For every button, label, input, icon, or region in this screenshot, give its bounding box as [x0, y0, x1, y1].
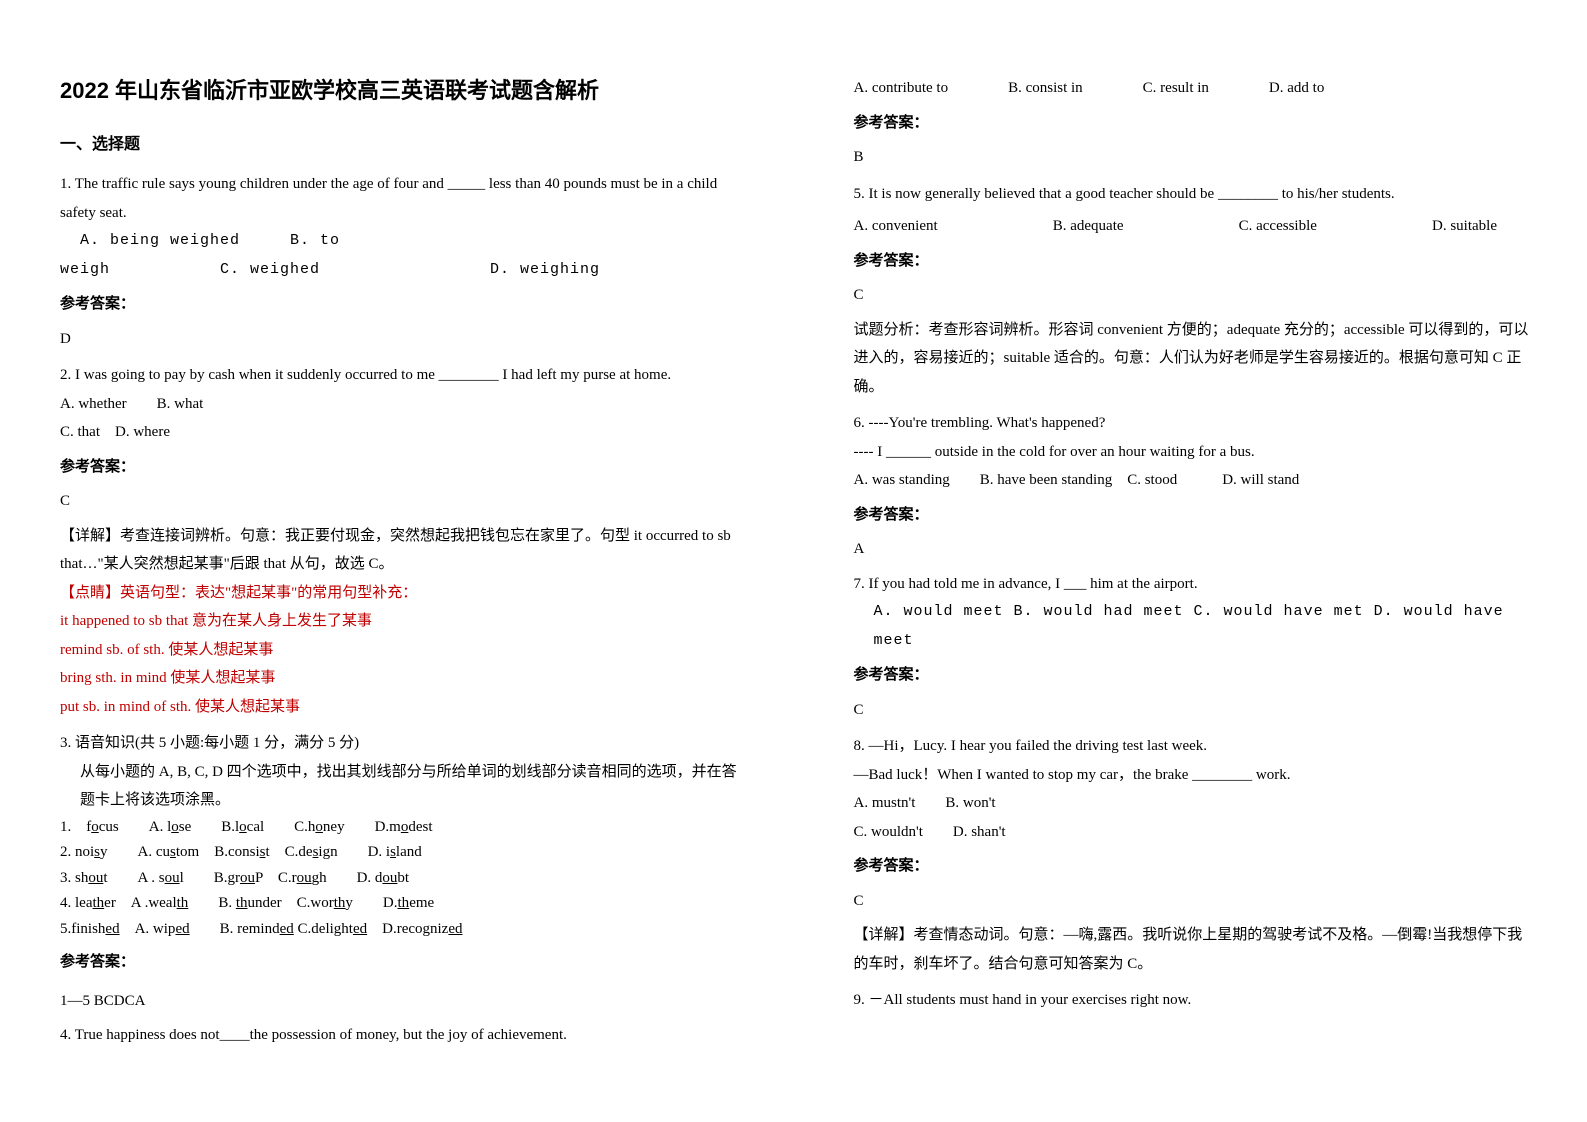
- q8-answer: C: [854, 887, 1538, 916]
- q4-opt-b: B. consist in: [1008, 74, 1083, 103]
- q5-answer: C: [854, 281, 1538, 310]
- q2-exp2: 【点睛】英语句型：表达"想起某事"的常用句型补充：: [60, 579, 744, 608]
- q1-answer-label: 参考答案：: [60, 290, 744, 319]
- q7-text: 7. If you had told me in advance, I ___ …: [854, 570, 1538, 599]
- q4-answer: B: [854, 143, 1538, 172]
- q9-text: 9. －All students must hand in your exerc…: [854, 986, 1538, 1015]
- q2-opts1: A. whether B. what: [60, 390, 744, 419]
- q5-opt-b: B. adequate: [1053, 212, 1124, 241]
- q2-exp5: bring sth. in mind 使某人想起某事: [60, 664, 744, 693]
- q6-opts: A. was standing B. have been standing C.…: [854, 466, 1538, 495]
- q4-opt-c: C. result in: [1143, 74, 1209, 103]
- q1-opt-d: D. weighing: [490, 261, 600, 278]
- q3-header: 3. 语音知识(共 5 小题:每小题 1 分，满分 5 分): [60, 729, 744, 758]
- q2-opts2: C. that D. where: [60, 418, 744, 447]
- q7-answer-label: 参考答案：: [854, 661, 1538, 690]
- q1-opts-row2: weigh C. weighed D. weighing: [60, 256, 744, 285]
- q4-opt-d: D. add to: [1269, 74, 1324, 103]
- q2-answer: C: [60, 487, 744, 516]
- q3-items: 1. focus A. lose B.local C.honey D.modes…: [60, 815, 744, 943]
- q8-exp: 【详解】考查情态动词。句意：—嗨,露西。我听说你上星期的驾驶考试不及格。—倒霉!…: [854, 921, 1538, 978]
- q8-opts2: C. wouldn't D. shan't: [854, 818, 1538, 847]
- q2-exp6: put sb. in mind of sth. 使某人想起某事: [60, 693, 744, 722]
- q2-exp4: remind sb. of sth. 使某人想起某事: [60, 636, 744, 665]
- q2-exp1: 【详解】考查连接词辨析。句意：我正要付现金，突然想起我把钱包忘在家里了。句型 i…: [60, 522, 744, 579]
- q5-opt-a: A. convenient: [854, 212, 938, 241]
- q1-answer: D: [60, 325, 744, 354]
- q1-opt-b: B. to: [290, 232, 340, 249]
- q4-answer-label: 参考答案：: [854, 109, 1538, 138]
- page-title: 2022 年山东省临沂市亚欧学校高三英语联考试题含解析: [60, 70, 744, 112]
- q3-answer: 1—5 BCDCA: [60, 987, 744, 1016]
- q5-answer-label: 参考答案：: [854, 247, 1538, 276]
- left-column: 2022 年山东省临沂市亚欧学校高三英语联考试题含解析 一、选择题 1. The…: [0, 0, 794, 1122]
- q2-text: 2. I was going to pay by cash when it su…: [60, 361, 744, 390]
- q4-opt-a: A. contribute to: [854, 74, 949, 103]
- q1-opts-row1: A. being weighed B. to: [60, 227, 744, 256]
- q4-text: 4. True happiness does not____the posses…: [60, 1021, 744, 1050]
- q1-opt-c: C. weighed: [220, 256, 480, 285]
- q7-opts: A. would meet B. would had meet C. would…: [854, 598, 1538, 655]
- q8-line1: 8. —Hi，Lucy. I hear you failed the drivi…: [854, 732, 1538, 761]
- q1-opt-a: A. being weighed: [80, 227, 280, 256]
- q5-opt-c: C. accessible: [1239, 212, 1317, 241]
- q3-desc: 从每小题的 A, B, C, D 四个选项中，找出其划线部分与所给单词的划线部分…: [60, 758, 744, 815]
- q3-answer-label: 参考答案：: [60, 948, 744, 977]
- q1-text: 1. The traffic rule says young children …: [60, 170, 744, 227]
- q6-answer: A: [854, 535, 1538, 564]
- q8-opts1: A. mustn't B. won't: [854, 789, 1538, 818]
- q6-line2: ---- I ______ outside in the cold for ov…: [854, 438, 1538, 467]
- q6-line1: 6. ----You're trembling. What's happened…: [854, 409, 1538, 438]
- q6-answer-label: 参考答案：: [854, 501, 1538, 530]
- q5-text: 5. It is now generally believed that a g…: [854, 180, 1538, 209]
- q7-answer: C: [854, 696, 1538, 725]
- q2-exp3: it happened to sb that 意为在某人身上发生了某事: [60, 607, 744, 636]
- q5-exp: 试题分析：考查形容词辨析。形容词 convenient 方便的；adequate…: [854, 316, 1538, 402]
- q1-weigh: weigh: [60, 256, 210, 285]
- right-column: A. contribute to B. consist in C. result…: [794, 0, 1587, 1122]
- q5-opts: A. convenient B. adequate C. accessible …: [854, 212, 1538, 241]
- q5-opt-d: D. suitable: [1432, 212, 1497, 241]
- q2-answer-label: 参考答案：: [60, 453, 744, 482]
- q8-line2: —Bad luck！When I wanted to stop my car，t…: [854, 761, 1538, 790]
- q4-opts: A. contribute to B. consist in C. result…: [854, 74, 1538, 103]
- q8-answer-label: 参考答案：: [854, 852, 1538, 881]
- section1-header: 一、选择题: [60, 130, 744, 160]
